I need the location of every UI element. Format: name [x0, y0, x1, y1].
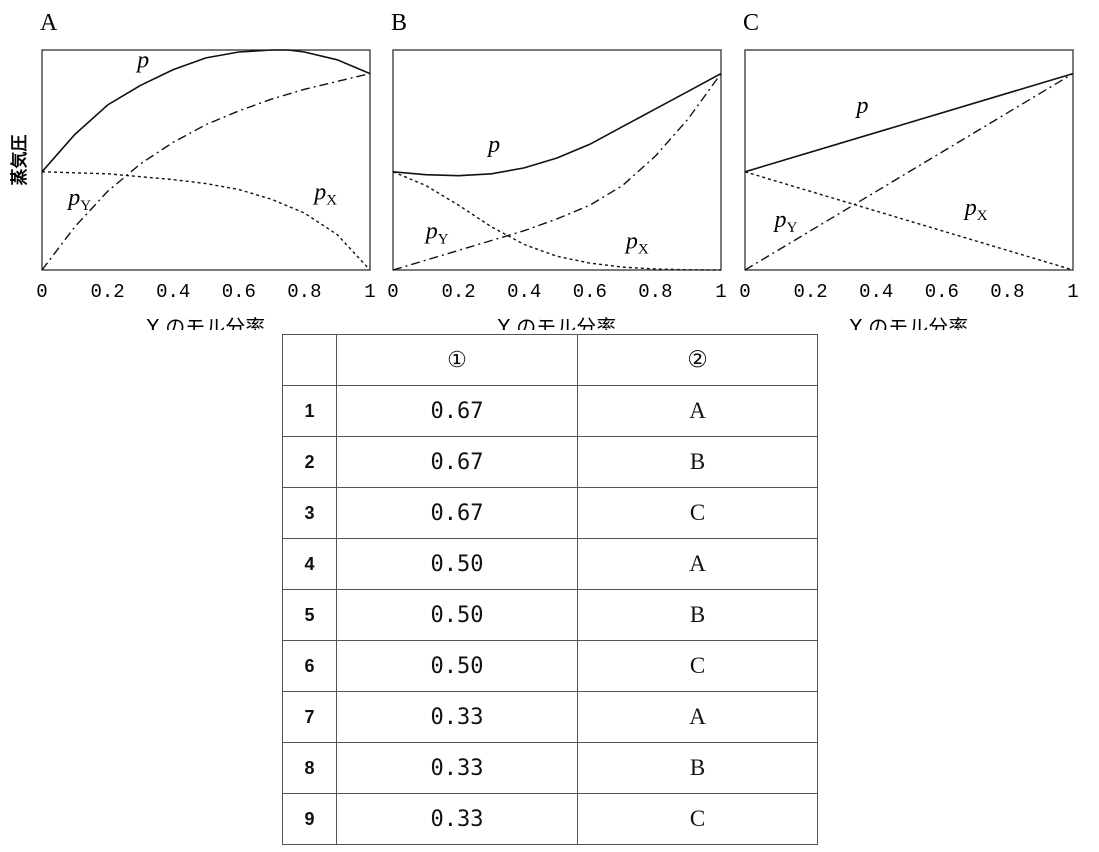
mole-fraction-cell: 0.67 — [336, 385, 578, 437]
row-number: 1 — [282, 385, 337, 437]
table-row: 4 0.50 A — [282, 538, 818, 590]
table-row: 3 0.67 C — [282, 487, 818, 539]
mole-fraction-cell: 0.33 — [336, 793, 578, 845]
panel-label: B — [391, 10, 407, 36]
series-p-line — [41, 49, 371, 173]
panel-label: C — [743, 10, 759, 36]
x-tick-label: 0.4 — [156, 281, 190, 303]
graph-choice-cell: C — [577, 640, 818, 692]
header-number — [282, 334, 337, 386]
x-tick-label: 0.2 — [793, 281, 827, 303]
panel-label: A — [40, 10, 58, 36]
x-tick-label: 1 — [1067, 281, 1078, 303]
x-tick-label: 0.8 — [638, 281, 672, 303]
mole-fraction-cell: 0.33 — [336, 691, 578, 743]
x-tick-label: 0.6 — [925, 281, 959, 303]
series-py-line — [41, 72, 371, 271]
x-tick-label: 0 — [387, 281, 398, 303]
table-row: 6 0.50 C — [282, 640, 818, 692]
x-tick-label: 0.6 — [222, 281, 256, 303]
curve-label-px: pX — [963, 195, 988, 224]
x-tick-label: 0.8 — [287, 281, 321, 303]
series-px-line — [392, 171, 722, 271]
curve-label-px: pX — [624, 228, 649, 257]
mole-fraction-cell: 0.50 — [336, 589, 578, 641]
x-tick-label: 0.4 — [859, 281, 893, 303]
x-axis-label: Y のモル分率 — [849, 315, 969, 330]
curve-label-p: p — [855, 93, 869, 119]
series-py-line — [392, 73, 722, 271]
curve-label-px: pX — [312, 179, 337, 208]
plot-frame — [744, 49, 1074, 271]
mole-fraction-cell: 0.50 — [336, 538, 578, 590]
curve-label-p: p — [135, 48, 149, 74]
x-tick-label: 0.4 — [507, 281, 541, 303]
x-tick-label: 0.6 — [573, 281, 607, 303]
mole-fraction-cell: 0.67 — [336, 487, 578, 539]
x-tick-label: 1 — [364, 281, 375, 303]
plot-frame — [392, 49, 722, 271]
answer-table: ① ② 1 0.67 A 2 0.67 B 3 0.67 C 4 0.50 A … — [282, 334, 818, 845]
x-tick-label: 0.2 — [90, 281, 124, 303]
series-p-line — [392, 72, 722, 177]
header-col-1: ① — [336, 334, 578, 386]
mole-fraction-cell: 0.33 — [336, 742, 578, 794]
graph-choice-cell: B — [577, 589, 818, 641]
row-number: 2 — [282, 436, 337, 488]
graph-choice-cell: C — [577, 793, 818, 845]
row-number: 4 — [282, 538, 337, 590]
table-row: 1 0.67 A — [282, 385, 818, 437]
y-axis-label: 蒸気圧 — [9, 135, 30, 186]
x-tick-label: 0 — [739, 281, 750, 303]
x-tick-label: 0.8 — [990, 281, 1024, 303]
graph-choice-cell: A — [577, 691, 818, 743]
graph-choice-cell: B — [577, 436, 818, 488]
graph-choice-cell: A — [577, 385, 818, 437]
curve-label-p: p — [486, 132, 500, 158]
table-row: 9 0.33 C — [282, 793, 818, 845]
x-axis-label: Y のモル分率 — [146, 315, 266, 330]
row-number: 8 — [282, 742, 337, 794]
table-row: 7 0.33 A — [282, 691, 818, 743]
table-row: 5 0.50 B — [282, 589, 818, 641]
row-number: 6 — [282, 640, 337, 692]
row-number: 5 — [282, 589, 337, 641]
series-p-line — [744, 72, 1074, 173]
curve-label-py: pY — [424, 219, 449, 248]
row-number: 7 — [282, 691, 337, 743]
curve-label-py: pY — [66, 185, 91, 214]
curve-label-py: pY — [773, 207, 798, 236]
graph-choice-cell: B — [577, 742, 818, 794]
table-row: 2 0.67 B — [282, 436, 818, 488]
x-tick-label: 1 — [715, 281, 726, 303]
graph-choice-cell: A — [577, 538, 818, 590]
row-number: 9 — [282, 793, 337, 845]
row-number: 3 — [282, 487, 337, 539]
table-header-row: ① ② — [282, 334, 818, 386]
x-tick-label: 0.2 — [441, 281, 475, 303]
plot-frame — [41, 49, 371, 271]
table-row: 8 0.33 B — [282, 742, 818, 794]
mole-fraction-cell: 0.50 — [336, 640, 578, 692]
series-py-line — [744, 72, 1074, 271]
x-axis-label: Y のモル分率 — [497, 315, 617, 330]
x-tick-label: 0 — [36, 281, 47, 303]
graph-choice-cell: C — [577, 487, 818, 539]
vapor-pressure-charts: A 0 0.2 0.4 0.6 0.8 1 Y のモル分率 蒸気圧 p pY pX B 0 0.2 0.4 0.… — [9, 10, 1079, 330]
header-col-2: ② — [577, 334, 818, 386]
mole-fraction-cell: 0.67 — [336, 436, 578, 488]
series-px-line — [41, 171, 371, 271]
